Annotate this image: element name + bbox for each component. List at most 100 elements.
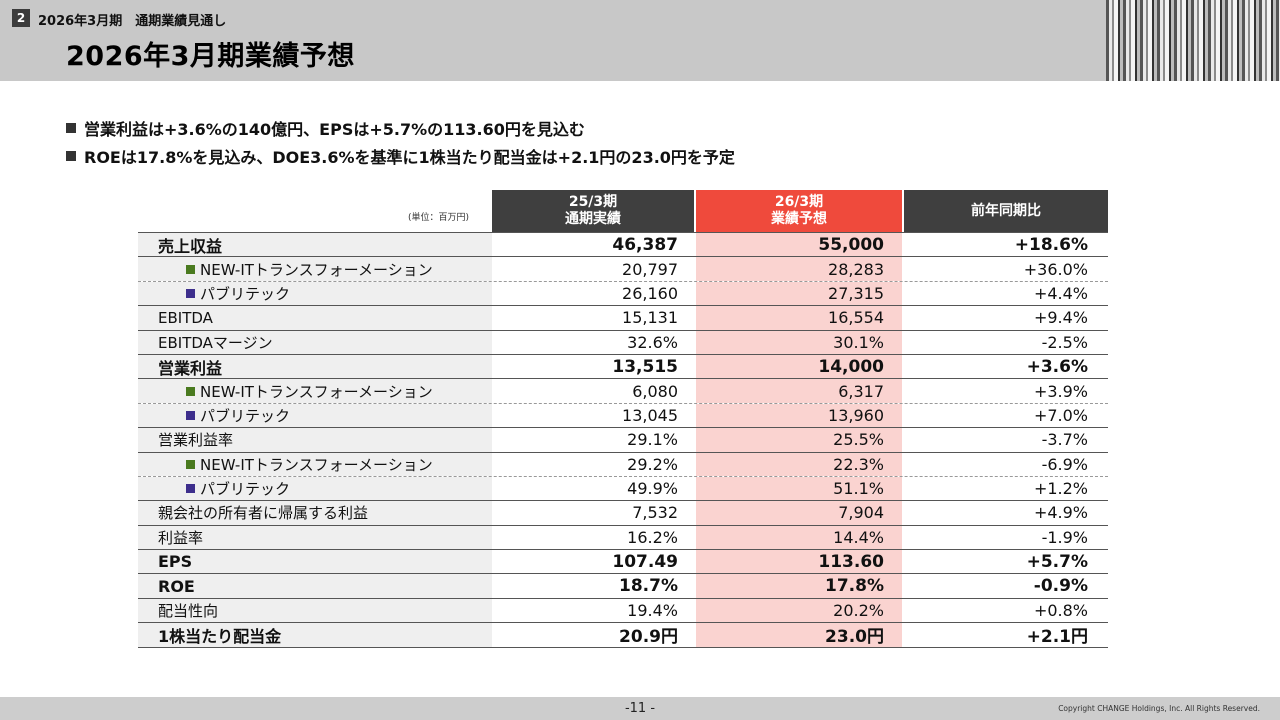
value-forecast: 6,317 [838,381,884,401]
value-actual: 19.4% [627,601,678,621]
row-label: パブリテック [186,282,290,305]
value-yoy: +3.6% [1026,356,1088,377]
value-actual: 29.2% [627,454,678,474]
forecast-cell-bg [696,306,902,330]
segment-marker-icon [186,386,195,396]
value-forecast: 13,960 [828,405,884,425]
copyright: Copyright CHANGE Holdings, Inc. All Righ… [1058,704,1260,713]
value-actual: 49.9% [627,479,678,499]
row-label: パブリテック [186,477,290,500]
row-label: 利益率 [158,528,204,547]
table-row: EBITDAマージン 32.6% 30.1% -2.5% [138,330,1108,355]
value-forecast: 14,000 [818,356,884,377]
value-yoy: +36.0% [1023,259,1088,279]
segment-marker-icon [186,410,195,420]
label-cell-bg [138,598,492,623]
label-cell-bg [138,379,492,403]
row-label: 1株当たり配当金 [158,626,282,646]
value-actual: 18.7% [619,576,678,597]
value-yoy: +4.9% [1033,503,1088,523]
segment-marker-icon [186,288,195,298]
forecast-cell-bg [696,354,902,379]
table-row: EPS 107.49 113.60 +5.7% [138,550,1108,575]
segment-marker-icon [186,264,195,274]
value-actual: 13,515 [612,356,678,377]
value-forecast: 20.2% [833,601,884,621]
forecast-cell-bg [696,598,902,623]
table-row: 1株当たり配当金 20.9円 23.0円 +2.1円 [138,623,1108,648]
value-actual: 107.49 [612,551,678,572]
forecast-cell-bg [696,452,902,476]
forecast-cell-bg [696,428,902,452]
bullet-text: ROEは17.8%を見込み、DOE3.6%を基準に1株当たり配当金は+2.1円の… [84,148,735,167]
value-yoy: -2.5% [1041,332,1088,352]
header-actual: 25/3期 通期実績 [492,190,694,232]
forecast-cell-bg [696,525,902,550]
table-row: ROE 18.7% 17.8% -0.9% [138,574,1108,599]
header-bar: 2 2026年3月期 通期業績見通し 2026年3月期業績予想 [0,0,1280,81]
table-row: 親会社の所有者に帰属する利益 7,532 7,904 +4.9% [138,501,1108,526]
bullet-item: ROEは17.8%を見込み、DOE3.6%を基準に1株当たり配当金は+2.1円の… [66,142,735,170]
value-actual: 15,131 [622,308,678,328]
value-yoy: -3.7% [1041,430,1088,450]
label-cell-bg [138,306,492,330]
value-yoy: +1.2% [1033,479,1088,499]
value-yoy: +9.4% [1033,308,1088,328]
label-cell-bg [138,623,492,647]
table-row: NEW-ITトランスフォーメーション 20,797 28,283 +36.0% [138,257,1108,282]
value-forecast: 7,904 [838,503,884,523]
forecast-cell-bg [696,330,902,354]
square-bullet-icon [66,123,76,133]
row-label: NEW-ITトランスフォーメーション [186,379,433,402]
value-yoy: +18.6% [1014,234,1088,255]
row-label: NEW-ITトランスフォーメーション [186,453,433,476]
value-forecast: 22.3% [833,454,884,474]
forecast-cell-bg [696,501,902,525]
table-row: 営業利益 13,515 14,000 +3.6% [138,354,1108,380]
value-yoy: -1.9% [1041,527,1088,547]
segment-marker-icon [186,459,195,469]
row-label: ROE [158,576,195,596]
label-cell-bg [138,428,492,452]
square-bullet-icon [66,151,76,161]
value-forecast: 113.60 [818,551,884,572]
table-row: NEW-ITトランスフォーメーション 29.2% 22.3% -6.9% [138,452,1108,477]
label-cell-bg [138,403,492,428]
row-label: 親会社の所有者に帰属する利益 [158,504,369,523]
value-forecast: 23.0円 [825,627,884,648]
forecast-table: (単位：百万円) 25/3期 通期実績 26/3期 業績予想 前年同期比 売上収… [138,190,1108,648]
value-forecast: 25.5% [833,430,884,450]
footer-bar: -11 - Copyright CHANGE Holdings, Inc. Al… [0,697,1280,720]
row-label: NEW-ITトランスフォーメーション [186,257,433,280]
segment-marker-icon [186,484,195,494]
value-yoy: -0.9% [1033,576,1088,597]
bullet-item: 営業利益は+3.6%の140億円、EPSは+5.7%の113.60円を見込む [66,114,735,142]
row-label: 配当性向 [158,602,219,621]
value-forecast: 55,000 [818,234,884,255]
row-label: 売上収益 [158,236,223,256]
table-row: パブリテック 13,045 13,960 +7.0% [138,403,1108,429]
table-top-border [138,232,1108,233]
table-row: NEW-ITトランスフォーメーション 6,080 6,317 +3.9% [138,379,1108,404]
label-cell-bg [138,501,492,525]
row-label: EBITDAマージン [158,333,273,352]
table-header: (単位：百万円) 25/3期 通期実績 26/3期 業績予想 前年同期比 [138,190,1108,232]
value-actual: 6,080 [632,381,678,401]
label-cell-bg [138,574,492,598]
unit-label: (単位：百万円) [408,213,470,223]
row-label: EPS [158,552,193,572]
value-yoy: +3.9% [1033,381,1088,401]
header-yoy: 前年同期比 [904,190,1108,232]
value-forecast: 14.4% [833,527,884,547]
value-forecast: 17.8% [825,576,884,597]
value-forecast: 51.1% [833,479,884,499]
value-actual: 46,387 [612,234,678,255]
label-cell-bg [138,452,492,476]
row-label: 営業利益 [158,358,223,378]
value-yoy: +0.8% [1033,601,1088,621]
forecast-cell-bg [696,550,902,574]
value-actual: 32.6% [627,332,678,352]
label-cell-bg [138,330,492,354]
value-actual: 13,045 [622,405,678,425]
value-yoy: +2.1円 [1026,627,1088,648]
